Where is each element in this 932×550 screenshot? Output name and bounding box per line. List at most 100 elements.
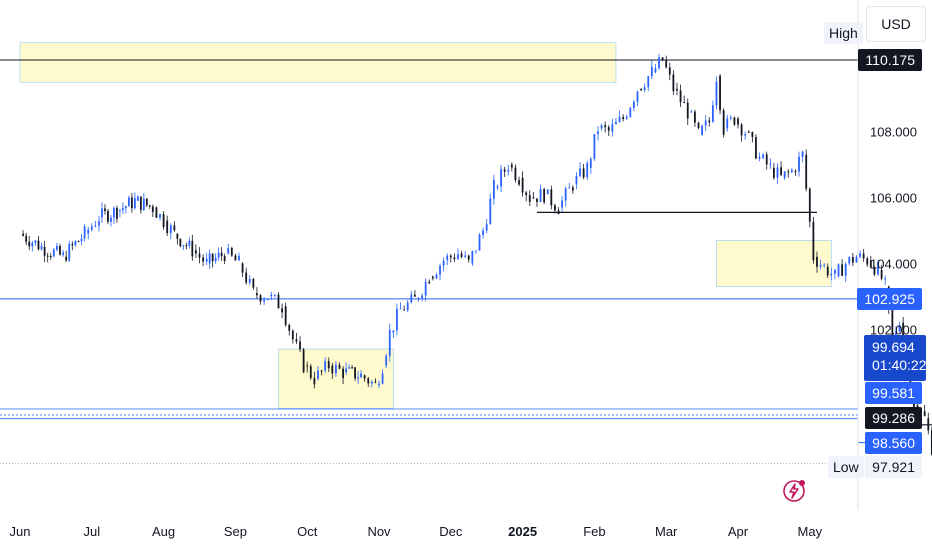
candle-body — [214, 257, 217, 262]
candle-body — [816, 256, 818, 267]
candle-body — [421, 295, 423, 299]
candle-body — [751, 132, 754, 138]
candle-body — [122, 208, 124, 211]
candle-body — [104, 208, 106, 212]
candle-body — [658, 57, 660, 69]
y-tick-label: 102.000 — [870, 322, 917, 337]
candle-body — [794, 171, 797, 173]
x-tick-label: Sep — [224, 524, 247, 539]
candle-body — [489, 198, 492, 225]
x-tick-label: Apr — [728, 524, 749, 539]
x-tick-label: Nov — [367, 524, 391, 539]
candle-body — [74, 241, 77, 246]
candle-body — [891, 309, 894, 343]
candle-body — [597, 131, 599, 135]
candle-body — [765, 154, 768, 165]
candle-body — [564, 188, 567, 201]
currency-button[interactable]: USD — [866, 6, 926, 42]
y-tick-label: 108.000 — [870, 125, 917, 140]
candle-body — [575, 175, 578, 185]
top-supply-zone — [19, 42, 617, 83]
candle-body — [31, 242, 34, 247]
flash-icon[interactable] — [781, 476, 809, 504]
candle-body — [80, 238, 83, 242]
candle-body — [812, 221, 815, 261]
candle-body — [378, 383, 380, 386]
candle-body — [500, 169, 502, 187]
level-102925-tag: 102.925 — [857, 288, 922, 310]
candle-body — [711, 105, 714, 122]
candle-body — [317, 370, 319, 379]
candle-body — [68, 243, 71, 261]
candle-body — [650, 66, 653, 77]
candle-body — [550, 189, 553, 206]
candle-body — [611, 124, 614, 132]
candle-body — [198, 253, 201, 258]
candle-body — [77, 241, 80, 243]
candle-body — [790, 170, 793, 173]
candle-body — [234, 255, 237, 261]
candle-body — [568, 187, 571, 189]
candle-body — [338, 364, 341, 369]
candle-body — [351, 367, 353, 369]
candle-body — [431, 276, 434, 279]
candle-body — [94, 225, 97, 227]
candle-body — [561, 200, 563, 208]
candle-body — [116, 207, 118, 219]
candle-body — [747, 131, 750, 133]
candle-body — [518, 180, 520, 185]
level-99581-tag: 99.581 — [865, 382, 922, 404]
candle-body — [43, 246, 46, 256]
candle-body — [335, 364, 337, 374]
candle-body — [805, 154, 808, 189]
candle-body — [715, 81, 718, 106]
candle-body — [385, 355, 388, 366]
candle-body — [708, 120, 711, 123]
candle-body — [302, 349, 305, 373]
candle-body — [406, 302, 409, 311]
candle-body — [475, 250, 477, 252]
candle-body — [211, 253, 214, 262]
candle-body — [482, 230, 485, 235]
candle-body — [869, 260, 872, 268]
candle-body — [217, 252, 220, 258]
candle-body — [403, 309, 406, 311]
high-label: High — [824, 22, 863, 44]
candle-body — [830, 273, 833, 276]
candle-body — [492, 179, 495, 199]
candle-body — [528, 195, 531, 202]
candle-body — [629, 107, 632, 117]
candle-body — [762, 154, 765, 158]
candle-body — [227, 247, 230, 254]
candle-body — [729, 117, 732, 119]
candle-body — [733, 117, 736, 125]
candle-body — [90, 226, 93, 230]
x-tick-label: Mar — [655, 524, 678, 539]
candle-body — [270, 294, 273, 297]
candle-body — [579, 168, 581, 176]
candle-body — [435, 274, 438, 279]
candle-body — [277, 294, 280, 309]
candle-body — [360, 373, 362, 378]
candle-body — [101, 208, 103, 218]
candle-body — [291, 330, 294, 340]
candle-body — [930, 430, 932, 455]
candle-body — [136, 196, 139, 201]
candle-body — [837, 264, 840, 277]
candle-body — [525, 192, 528, 196]
candle-body — [604, 125, 607, 128]
candle-body — [690, 111, 693, 113]
candle-body — [618, 117, 621, 122]
candle-body — [71, 243, 74, 246]
candle-body — [536, 198, 538, 202]
candle-body — [127, 197, 130, 207]
level-99286-tag: 99.286 — [865, 407, 922, 429]
candle-body — [166, 220, 169, 234]
candle-body — [554, 205, 556, 211]
candle-body — [798, 156, 800, 172]
mar-zone — [716, 240, 832, 287]
candle-body — [28, 241, 31, 247]
candle-body — [622, 117, 625, 119]
candle-body — [342, 368, 344, 379]
